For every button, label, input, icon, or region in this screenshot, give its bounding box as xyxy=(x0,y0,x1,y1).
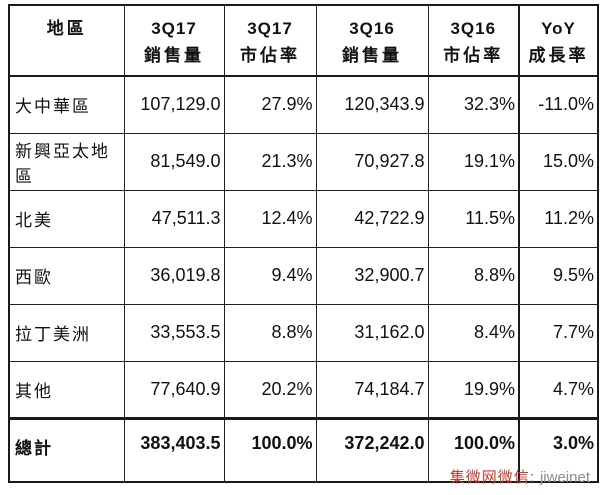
q16-sales-cell: 70,927.8 xyxy=(315,132,429,191)
col-header-3q17-share: 3Q17 市佔率 xyxy=(223,4,317,77)
q16-sales-cell: 74,184.7 xyxy=(315,360,429,419)
region-cell: 新興亞太地區 xyxy=(8,132,125,191)
region-cell: 拉丁美洲 xyxy=(8,303,125,362)
region-cell: 西歐 xyxy=(8,246,125,305)
q17-share-cell: 9.4% xyxy=(223,246,317,305)
q16-sales-cell: 32,900.7 xyxy=(315,246,429,305)
yoy-cell: 15.0% xyxy=(518,132,599,191)
total-q16-sales-cell: 372,242.0 xyxy=(315,416,429,483)
col-header-region-label: 地區 xyxy=(46,19,87,38)
q16-share-cell: 8.4% xyxy=(427,303,520,362)
q17-sales-cell: 81,549.0 xyxy=(123,132,225,191)
q17-sales-cell: 107,129.0 xyxy=(123,75,225,134)
total-q17-share-cell: 100.0% xyxy=(223,416,317,483)
q17-sales-cell: 36,019.8 xyxy=(123,246,225,305)
q17-share-cell: 20.2% xyxy=(223,360,317,419)
q16-share-cell: 11.5% xyxy=(427,189,520,248)
total-yoy-cell: 3.0% xyxy=(518,416,599,483)
q16-sales-cell: 120,343.9 xyxy=(315,75,429,134)
table-row-emerging-apac: 新興亞太地區 81,549.0 21.3% 70,927.8 19.1% 15.… xyxy=(8,132,599,191)
header-row: 地區 3Q17 銷售量 3Q17 市佔率 3Q16 銷售量 3Q16 市佔 xyxy=(8,4,599,77)
jiweinet-watermark: 集微网微信: jiweinet xyxy=(450,466,590,487)
q16-share-cell: 8.8% xyxy=(427,246,520,305)
q17-share-cell: 12.4% xyxy=(223,189,317,248)
yoy-cell: 9.5% xyxy=(518,246,599,305)
regional-sales-table: 地區 3Q17 銷售量 3Q17 市佔率 3Q16 銷售量 3Q16 市佔 xyxy=(8,4,599,483)
q17-sales-cell: 47,511.3 xyxy=(123,189,225,248)
q16-share-cell: 19.9% xyxy=(427,360,520,419)
yoy-cell: 4.7% xyxy=(518,360,599,419)
watermark-handle: jiweinet xyxy=(539,469,590,486)
total-q17-sales-cell: 383,403.5 xyxy=(123,416,225,483)
table-row-greater-china: 大中華區 107,129.0 27.9% 120,343.9 32.3% -11… xyxy=(8,75,599,134)
q17-share-cell: 8.8% xyxy=(223,303,317,362)
region-cell: 大中華區 xyxy=(8,75,125,134)
col-header-yoy-growth: YoY 成長率 xyxy=(518,4,599,77)
table-row-western-europe: 西歐 36,019.8 9.4% 32,900.7 8.8% 9.5% xyxy=(8,246,599,305)
table-row-latin-america: 拉丁美洲 33,553.5 8.8% 31,162.0 8.4% 7.7% xyxy=(8,303,599,362)
q16-sales-cell: 42,722.9 xyxy=(315,189,429,248)
total-label: 總計 xyxy=(8,416,125,483)
q17-sales-cell: 33,553.5 xyxy=(123,303,225,362)
q17-sales-cell: 77,640.9 xyxy=(123,360,225,419)
q16-share-cell: 19.1% xyxy=(427,132,520,191)
col-header-3q17-sales: 3Q17 銷售量 xyxy=(123,4,225,77)
col-header-3q16-sales: 3Q16 銷售量 xyxy=(315,4,429,77)
q17-share-cell: 27.9% xyxy=(223,75,317,134)
yoy-cell: -11.0% xyxy=(518,75,599,134)
yoy-cell: 7.7% xyxy=(518,303,599,362)
table-row-total: 總計 383,403.5 100.0% 372,242.0 100.0% 3.0… xyxy=(8,416,599,483)
q16-sales-cell: 31,162.0 xyxy=(315,303,429,362)
table-row-north-america: 北美 47,511.3 12.4% 42,722.9 11.5% 11.2% xyxy=(8,189,599,248)
q17-share-cell: 21.3% xyxy=(223,132,317,191)
table-row-others: 其他 77,640.9 20.2% 74,184.7 19.9% 4.7% xyxy=(8,360,599,419)
q16-share-cell: 32.3% xyxy=(427,75,520,134)
col-header-region: 地區 xyxy=(8,4,125,77)
watermark-label: 集微网微信: xyxy=(449,469,535,486)
region-cell: 其他 xyxy=(8,360,125,419)
col-header-3q16-share: 3Q16 市佔率 xyxy=(427,4,520,77)
region-cell: 北美 xyxy=(8,189,125,248)
yoy-cell: 11.2% xyxy=(518,189,599,248)
